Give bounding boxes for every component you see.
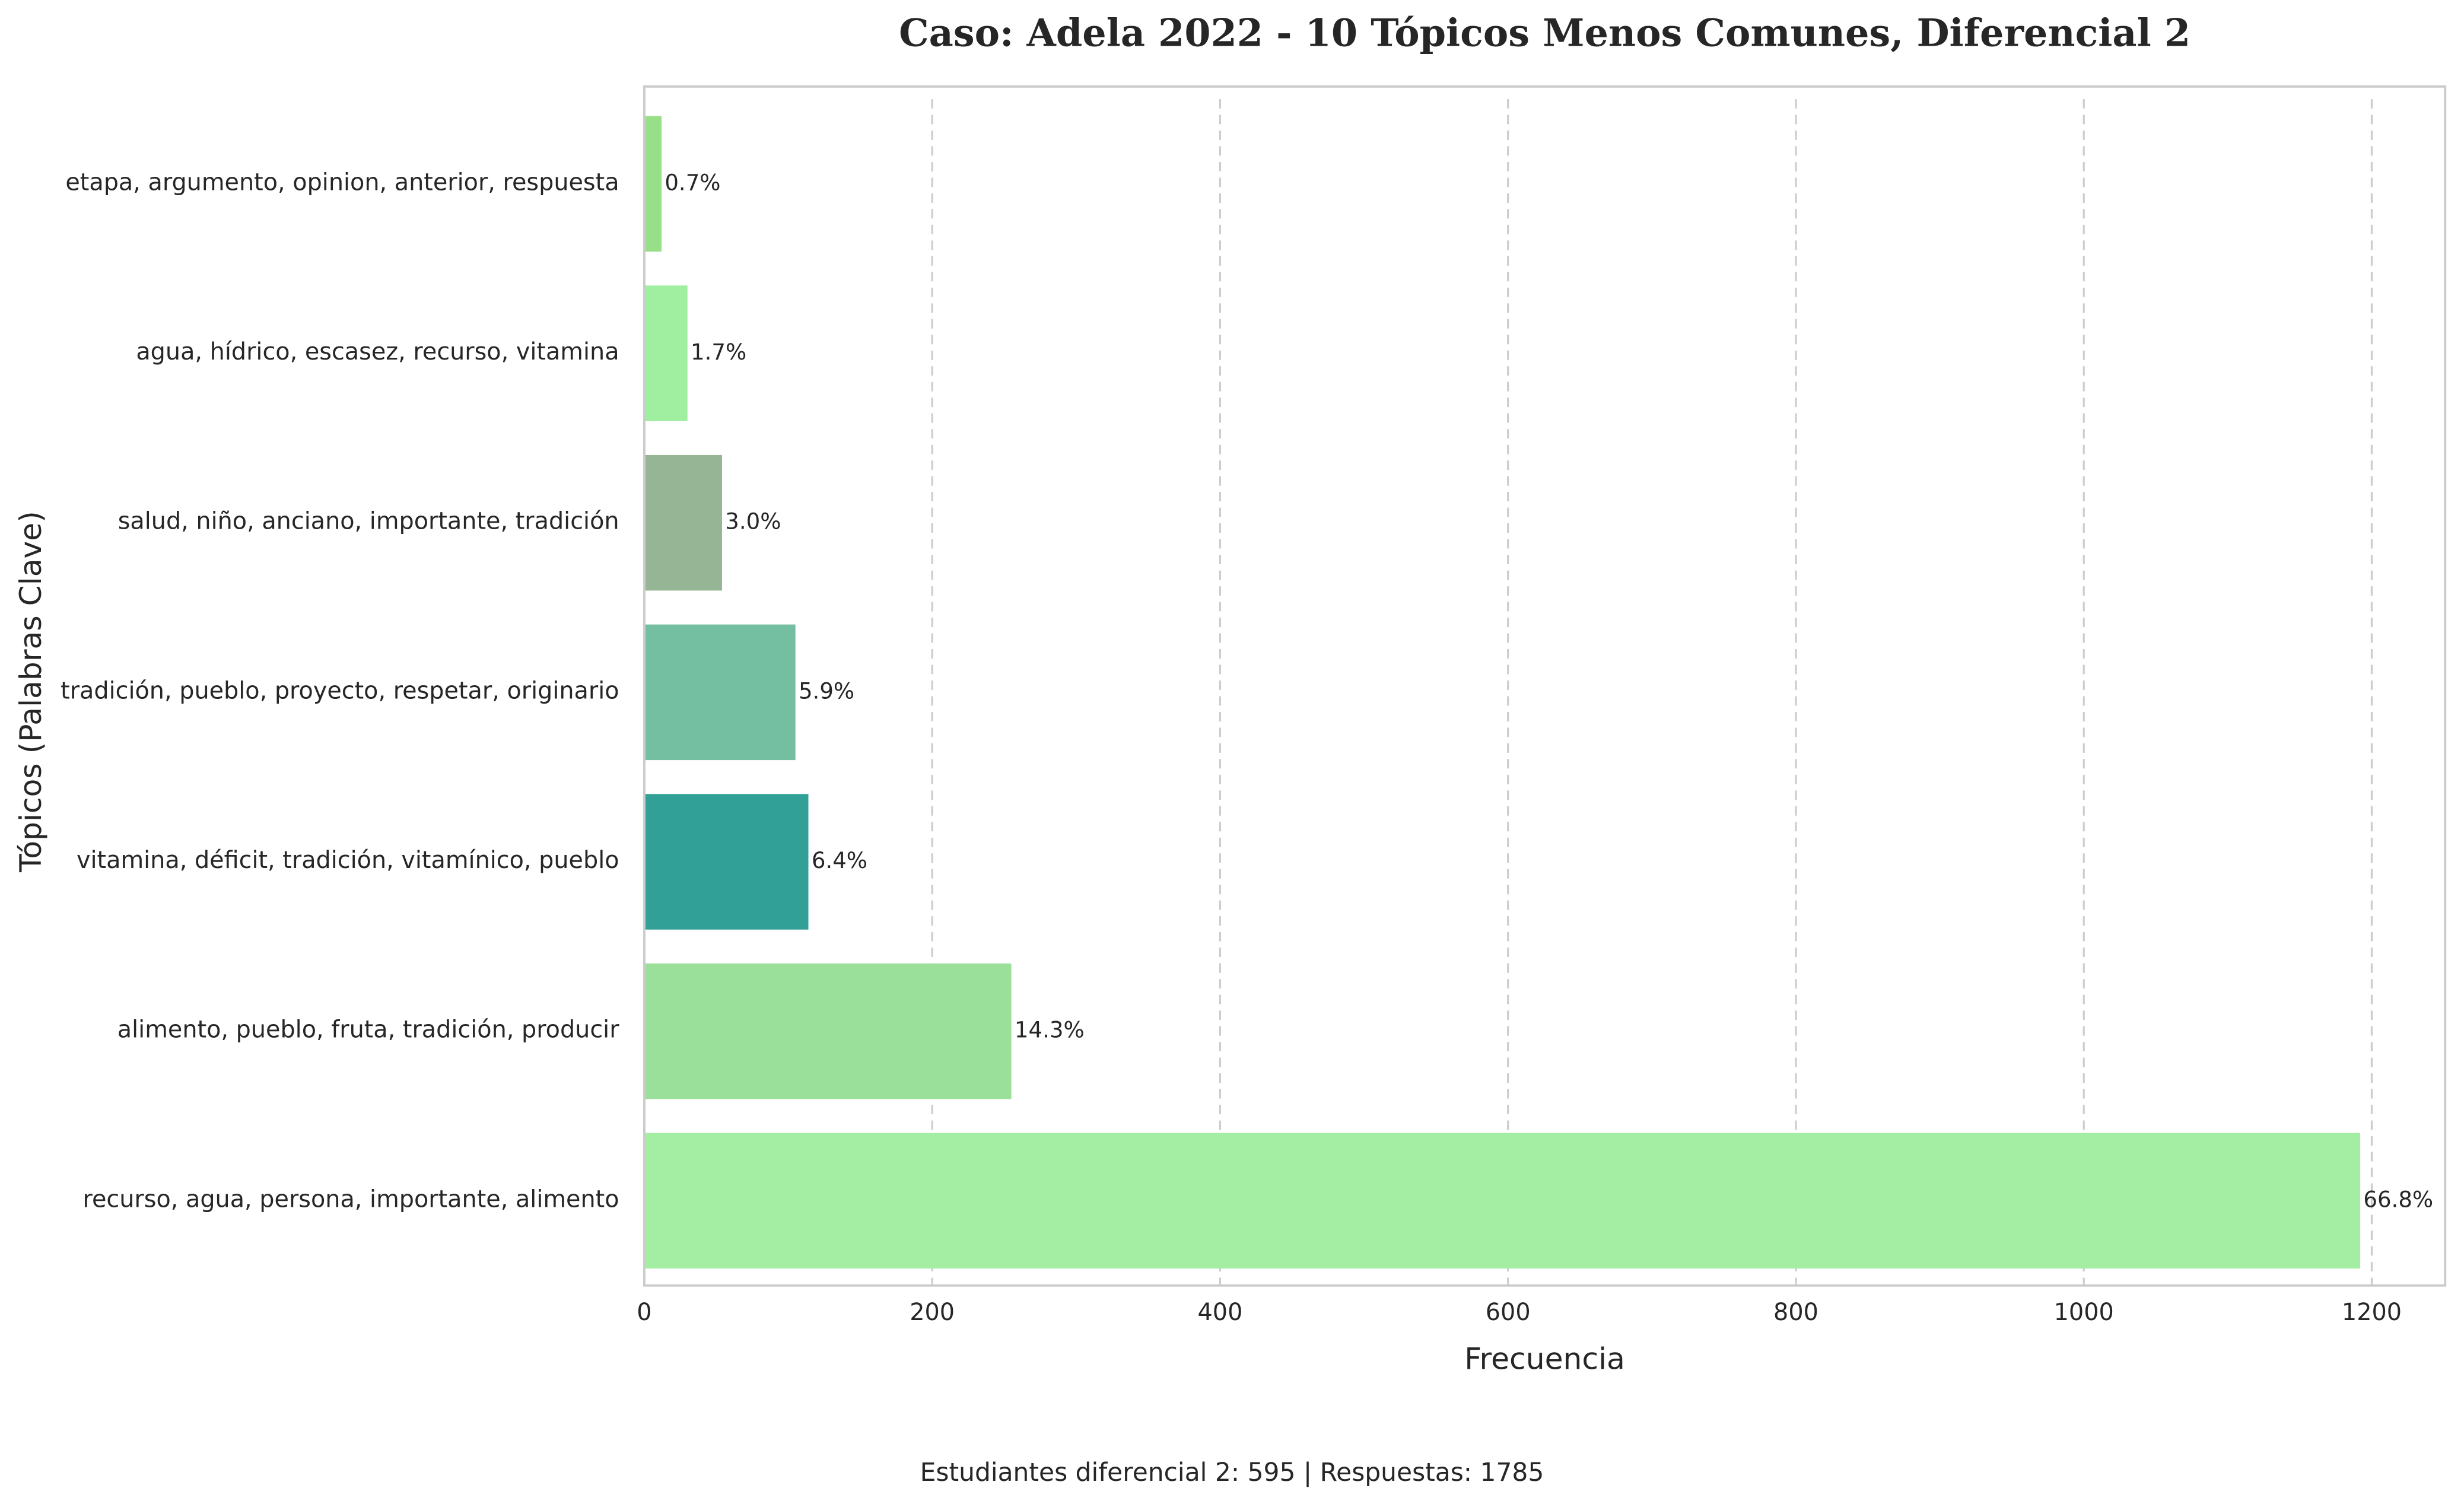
bar-label: 3.0% xyxy=(725,509,781,535)
bar xyxy=(644,116,662,252)
chart-title: Caso: Adela 2022 - 10 Tópicos Menos Comu… xyxy=(899,11,2190,55)
y-tick-label: alimento, pueblo, fruta, tradición, prod… xyxy=(117,1016,619,1044)
bar xyxy=(644,794,809,930)
bar-label: 14.3% xyxy=(1015,1017,1085,1043)
x-tick-label: 1000 xyxy=(2054,1299,2114,1326)
bar-label: 66.8% xyxy=(2363,1187,2433,1212)
bar-label: 6.4% xyxy=(812,848,867,873)
bar xyxy=(644,454,722,591)
x-tick-label: 400 xyxy=(1198,1299,1243,1326)
bar xyxy=(644,624,796,761)
bar xyxy=(644,963,1012,1099)
y-tick-label: etapa, argumento, opinion, anterior, res… xyxy=(65,168,619,196)
y-tick-label: tradición, pueblo, proyecto, respetar, o… xyxy=(61,677,619,704)
x-tick-label: 200 xyxy=(910,1299,955,1326)
x-tick-label: 0 xyxy=(637,1299,651,1326)
x-tick-label: 600 xyxy=(1486,1299,1531,1326)
x-tick-label: 1200 xyxy=(2342,1299,2402,1326)
y-tick-label: vitamina, déficit, tradición, vitamínico… xyxy=(77,847,619,874)
y-tick-label: agua, hídrico, escasez, recurso, vitamin… xyxy=(136,338,619,365)
plot-frame xyxy=(643,85,2447,1287)
x-axis-label: Frecuencia xyxy=(1464,1341,1625,1376)
y-tick-label: recurso, agua, persona, importante, alim… xyxy=(83,1185,619,1213)
y-axis-label: Tópicos (Palabras Clave) xyxy=(13,511,48,873)
bar-label: 0.7% xyxy=(665,170,720,195)
bar-label: 1.7% xyxy=(691,339,746,365)
bar xyxy=(644,285,688,421)
bar-label: 5.9% xyxy=(799,678,854,704)
footnote: Estudiantes diferencial 2: 595 | Respues… xyxy=(920,1458,1544,1487)
bar xyxy=(644,1133,2361,1269)
y-tick-label: salud, niño, anciano, importante, tradic… xyxy=(118,508,619,535)
x-tick-label: 800 xyxy=(1773,1299,1818,1326)
